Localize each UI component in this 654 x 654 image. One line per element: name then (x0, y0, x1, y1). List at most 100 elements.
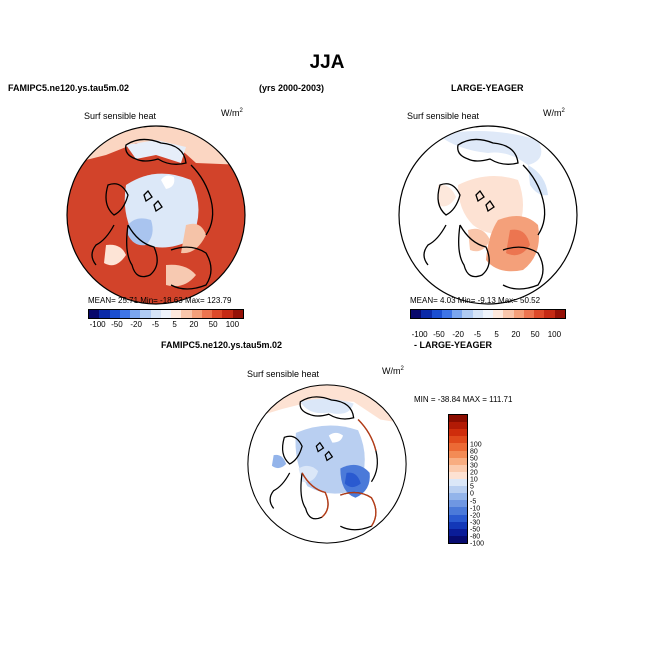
colorbar-segment (150, 310, 161, 318)
right-case-title: LARGE-YEAGER (451, 83, 524, 93)
colorbar-segment (462, 310, 473, 318)
colorbar-segment (411, 310, 422, 318)
diff-right-case-title: - LARGE-YEAGER (414, 340, 493, 350)
colorbar-tick-label: 5 (470, 483, 474, 491)
left-blue-patch (128, 218, 153, 246)
colorbar-tick-label: -50 (433, 330, 445, 339)
colorbar-segment (449, 478, 467, 487)
colorbar-tick-label: 50 (470, 455, 478, 463)
left-colorbar (88, 309, 244, 319)
right-variable-label: Surf sensible heat (407, 111, 480, 121)
colorbar-tick-label: 20 (470, 469, 478, 477)
colorbar-tick-label: 50 (208, 320, 218, 329)
left-stats: MEAN= 25.71 Min= -18.63 Max= 123.79 (88, 296, 232, 305)
colorbar-segment (449, 436, 467, 444)
colorbar-tick-label: -5 (151, 320, 159, 329)
left-siberia-pale-region (181, 223, 206, 254)
colorbar-segment (534, 310, 545, 318)
colorbar-segment (441, 310, 453, 318)
colorbar-segment (160, 310, 172, 318)
colorbar-segment (431, 310, 442, 318)
colorbar-tick-label: 5 (172, 320, 177, 329)
colorbar-tick-label: 0 (470, 490, 474, 498)
colorbar-tick-label: -5 (473, 330, 481, 339)
left-greenland-region (126, 140, 186, 163)
colorbar-segment (449, 450, 467, 458)
colorbar-tick-label: -80 (470, 533, 481, 541)
left-case-title: FAMIPC5.ne120.ys.tau5m.02 (8, 83, 130, 93)
colorbar-tick-label: 20 (511, 330, 521, 339)
colorbar-tick-label: -20 (452, 330, 464, 339)
right-colorbar-ticks: -100 -50 -20 -5 5 20 50 100 (410, 330, 564, 340)
season-title: JJA (309, 52, 345, 73)
colorbar-segment (181, 310, 192, 318)
colorbar-tick-label: 50 (530, 330, 540, 339)
colorbar-segment (119, 310, 131, 318)
diff-colorbar (448, 414, 468, 544)
colorbar-tick-label: 20 (189, 320, 199, 329)
colorbar-segment (449, 514, 467, 522)
colorbar-segment (449, 500, 467, 508)
colorbar-segment (232, 310, 243, 318)
diff-polar-map (247, 384, 407, 544)
colorbar-tick-label: -5 (470, 498, 477, 506)
colorbar-tick-label: 30 (470, 462, 478, 470)
colorbar-segment (452, 310, 463, 318)
colorbar-segment (130, 310, 141, 318)
colorbar-tick-label: 10 (470, 476, 478, 484)
colorbar-tick-label: 100 (470, 441, 482, 449)
left-colorbar-ticks: -100 -50 -20 -5 5 20 50 100 (88, 320, 242, 330)
right-colorbar (410, 309, 566, 319)
colorbar-segment (191, 310, 202, 318)
colorbar-segment (544, 310, 555, 318)
diff-min-max-label: MIN = -38.84 MAX = 111.71 (414, 395, 513, 404)
colorbar-tick-label: -50 (111, 320, 123, 329)
colorbar-tick-label: -50 (470, 526, 481, 534)
colorbar-segment (449, 486, 467, 494)
colorbar-segment (523, 310, 535, 318)
colorbar-tick-label: -10 (470, 505, 481, 513)
left-polar-map (66, 125, 246, 305)
right-coastlines (423, 138, 546, 290)
colorbar-tick-label: -100 (470, 540, 485, 548)
colorbar-segment (449, 429, 467, 437)
colorbar-segment (171, 310, 182, 318)
diff-colorbar-ticks: 100 80 50 30 20 10 5 0 -5 -10 -20 -30 -50 -80 -100 (470, 434, 500, 562)
colorbar-segment (554, 310, 565, 318)
colorbar-segment (140, 310, 151, 318)
left-variable-label: Surf sensible heat (84, 111, 157, 121)
colorbar-segment (449, 457, 467, 465)
colorbar-segment (421, 310, 432, 318)
colorbar-segment (449, 507, 467, 515)
colorbar-segment (449, 422, 467, 430)
colorbar-segment (449, 535, 467, 543)
colorbar-segment (472, 310, 483, 318)
colorbar-tick-label: -30 (470, 519, 481, 527)
colorbar-segment (109, 310, 120, 318)
colorbar-tick-label: -20 (470, 512, 481, 520)
left-units-label: W/m2 (221, 108, 243, 118)
right-polar-map (398, 125, 578, 305)
colorbar-segment (513, 310, 524, 318)
colorbar-segment (493, 310, 504, 318)
years-title: (yrs 2000-2003) (259, 83, 325, 93)
colorbar-segment (449, 493, 467, 501)
colorbar-segment (449, 464, 467, 472)
colorbar-segment (201, 310, 213, 318)
colorbar-segment (503, 310, 514, 318)
colorbar-segment (449, 528, 467, 536)
colorbar-tick-label: 100 (547, 330, 562, 339)
diff-units-label: W/m2 (382, 366, 404, 376)
right-units-label: W/m2 (543, 108, 565, 118)
colorbar-tick-label: 5 (494, 330, 499, 339)
colorbar-segment (222, 310, 233, 318)
colorbar-segment (89, 310, 100, 318)
colorbar-segment (449, 471, 467, 479)
right-stats: MEAN= 4.03 Min= -9.13 Max= 50.52 (410, 296, 541, 305)
diff-variable-label: Surf sensible heat (247, 369, 320, 379)
left-coastlines (91, 138, 214, 290)
colorbar-tick-label: 80 (470, 448, 478, 456)
colorbar-tick-label: -20 (130, 320, 142, 329)
colorbar-segment (449, 521, 467, 529)
colorbar-segment (482, 310, 494, 318)
